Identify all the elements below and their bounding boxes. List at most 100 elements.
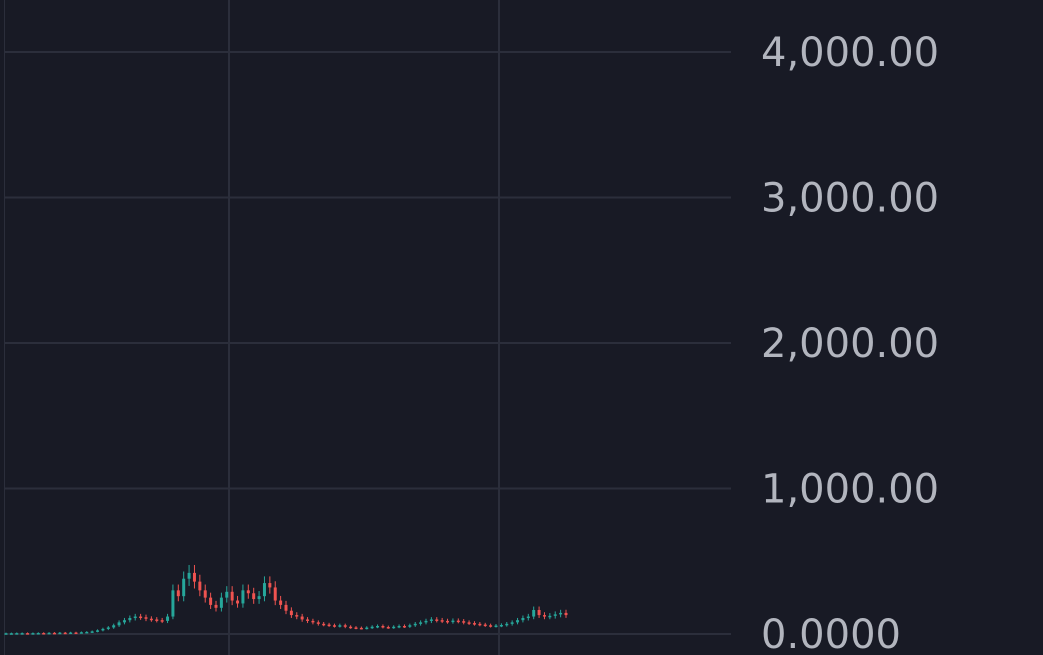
candle-down <box>446 620 450 623</box>
candle-down <box>386 627 390 629</box>
candle-down <box>440 620 444 622</box>
candle-down <box>160 620 164 622</box>
candle-down <box>467 622 471 624</box>
candle-down <box>63 632 67 635</box>
candle-up <box>424 620 428 623</box>
candle-down <box>42 632 46 635</box>
candle-up <box>429 619 433 621</box>
candle-down <box>139 616 143 619</box>
candle-down <box>322 623 326 626</box>
candle-up <box>9 633 13 635</box>
candle-down <box>456 620 460 623</box>
candle-up <box>370 626 374 629</box>
candle-down <box>192 572 196 582</box>
candle-down <box>268 583 272 588</box>
candle-up <box>117 622 121 626</box>
candle-up <box>79 632 83 634</box>
candle-down <box>316 622 320 624</box>
candle-up <box>128 617 132 621</box>
candle-down <box>349 626 353 629</box>
candle-up <box>15 633 19 635</box>
candle-down <box>214 604 218 608</box>
candle-up <box>419 622 423 624</box>
candle-up <box>526 616 530 619</box>
candle-down <box>230 591 234 601</box>
candle-down <box>311 620 315 623</box>
candle-down <box>542 615 546 617</box>
price-tick-label: 0.0000 <box>761 612 901 655</box>
candle-up <box>85 631 89 634</box>
candle-up <box>521 617 525 621</box>
candle-down <box>74 632 78 635</box>
candle-up <box>58 632 62 635</box>
candle-down <box>289 610 293 616</box>
candle-up <box>376 625 380 628</box>
grid-layer <box>5 0 731 655</box>
candle-up <box>219 597 223 608</box>
candle-up <box>122 620 126 623</box>
candle-up <box>96 630 100 632</box>
candle-up <box>499 624 503 627</box>
candle-down <box>236 600 240 604</box>
candle-up <box>532 609 536 617</box>
candle-down <box>489 625 493 627</box>
candle-up <box>413 623 417 626</box>
candle-down <box>537 609 541 616</box>
candle-down <box>359 627 363 630</box>
price-tick-label: 4,000.00 <box>761 30 939 76</box>
candle-up <box>257 596 261 600</box>
candle-up <box>516 620 520 623</box>
candle-up <box>182 578 186 597</box>
candle-up <box>31 633 35 635</box>
price-tick-label: 2,000.00 <box>761 321 939 367</box>
candle-down <box>295 615 299 617</box>
candle-up <box>36 632 40 635</box>
price-tick-label: 3,000.00 <box>761 176 939 222</box>
candle-down <box>306 619 310 621</box>
candle-up <box>338 625 342 627</box>
candle-up <box>553 614 557 616</box>
candle-down <box>52 632 56 635</box>
candle-down <box>435 619 439 621</box>
candle-up <box>112 625 116 628</box>
candle-down <box>279 600 283 605</box>
candle-up <box>241 590 245 604</box>
candle-down <box>381 625 385 628</box>
candle-up <box>365 627 369 630</box>
candle-down <box>198 581 202 591</box>
candle-down <box>203 590 207 598</box>
candle-up <box>408 625 412 627</box>
candle-up <box>101 628 105 631</box>
candle-down <box>252 593 256 600</box>
candle-up <box>133 616 137 619</box>
candle-up <box>4 633 8 635</box>
candle-up <box>106 627 110 629</box>
candle-up <box>47 632 51 635</box>
candle-down <box>472 623 476 625</box>
candle-up <box>559 612 563 615</box>
candle-up <box>451 620 455 623</box>
candle-up <box>505 623 509 626</box>
candles-layer <box>4 564 568 635</box>
candle-down <box>273 587 277 601</box>
candle-down <box>26 633 30 635</box>
candle-up <box>548 615 552 618</box>
candle-down <box>284 604 288 611</box>
chart-left-border <box>4 0 5 655</box>
price-tick-label: 1,000.00 <box>761 467 939 513</box>
candle-up <box>494 625 498 628</box>
candle-down <box>209 597 213 605</box>
candle-down <box>402 625 406 628</box>
candle-up <box>90 631 94 633</box>
candle-down <box>149 618 153 621</box>
candle-down <box>176 590 180 597</box>
candle-down <box>144 617 148 619</box>
candle-up <box>262 583 266 597</box>
candle-up <box>510 622 514 624</box>
candle-down <box>462 621 466 623</box>
candle-up <box>166 616 170 621</box>
candle-up <box>392 626 396 629</box>
candle-up <box>20 633 24 635</box>
